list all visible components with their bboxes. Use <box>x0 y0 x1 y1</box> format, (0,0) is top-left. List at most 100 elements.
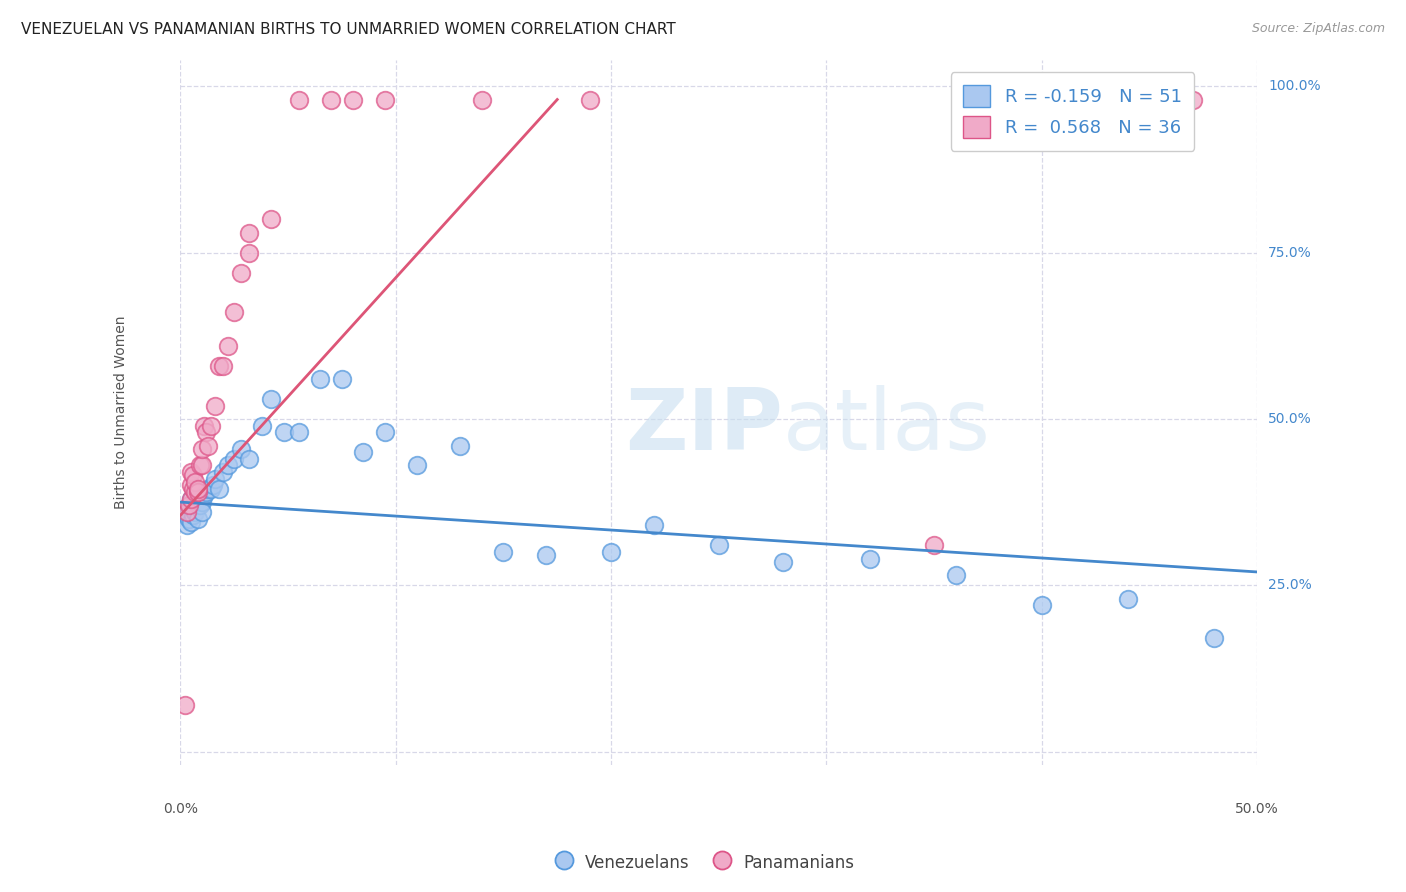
Point <box>772 555 794 569</box>
Point <box>288 93 311 107</box>
Point <box>184 505 207 519</box>
Text: 50.0%: 50.0% <box>1236 802 1279 815</box>
Point <box>184 495 207 509</box>
Point <box>191 442 214 456</box>
Point <box>217 458 239 473</box>
Point <box>330 372 353 386</box>
Point <box>176 505 198 519</box>
Point <box>195 425 218 440</box>
Point <box>449 438 471 452</box>
Point <box>177 499 200 513</box>
Text: ZIP: ZIP <box>626 384 783 468</box>
Point <box>600 545 623 559</box>
Point <box>238 451 260 466</box>
Point <box>180 478 202 492</box>
Point <box>858 551 880 566</box>
Point <box>374 425 396 440</box>
Point <box>191 495 214 509</box>
Point <box>229 442 252 456</box>
Point <box>191 505 214 519</box>
Point <box>180 491 202 506</box>
Text: 75.0%: 75.0% <box>1268 245 1312 260</box>
Point <box>200 418 222 433</box>
Point <box>238 226 260 240</box>
Point <box>187 499 209 513</box>
Text: 25.0%: 25.0% <box>1268 578 1312 592</box>
Text: Births to Unmarried Women: Births to Unmarried Women <box>114 316 128 509</box>
Point <box>1116 591 1139 606</box>
Point <box>184 475 207 490</box>
Point <box>173 698 195 712</box>
Point <box>177 512 200 526</box>
Point <box>643 518 665 533</box>
Point <box>180 515 202 529</box>
Point <box>238 245 260 260</box>
Point <box>1204 632 1226 646</box>
Point <box>260 212 283 227</box>
Point <box>260 392 283 406</box>
Point <box>250 418 273 433</box>
Point <box>187 485 209 500</box>
Point <box>536 549 558 563</box>
Text: 0.0%: 0.0% <box>163 802 198 815</box>
Point <box>1031 599 1053 613</box>
Point <box>492 545 515 559</box>
Point <box>352 445 374 459</box>
Point <box>217 339 239 353</box>
Point <box>181 501 204 516</box>
Point <box>176 505 198 519</box>
Text: atlas: atlas <box>783 384 991 468</box>
Point <box>188 499 211 513</box>
Point <box>181 508 204 523</box>
Point <box>200 482 222 496</box>
Point <box>197 438 219 452</box>
Point <box>173 508 195 523</box>
Point <box>180 465 202 479</box>
Point <box>208 359 231 373</box>
Point <box>374 93 396 107</box>
Point <box>212 359 235 373</box>
Point <box>197 482 219 496</box>
Point <box>188 491 211 506</box>
Point <box>204 399 226 413</box>
Point <box>187 482 209 496</box>
Point <box>288 425 311 440</box>
Point <box>201 478 224 492</box>
Point <box>406 458 429 473</box>
Point <box>191 458 214 473</box>
Point <box>208 482 231 496</box>
Point <box>319 93 342 107</box>
Point <box>181 468 204 483</box>
Text: Source: ZipAtlas.com: Source: ZipAtlas.com <box>1251 22 1385 36</box>
Point <box>177 501 200 516</box>
Point <box>342 93 364 107</box>
Point <box>181 482 204 496</box>
Point <box>229 266 252 280</box>
Legend: R = -0.159   N = 51, R =  0.568   N = 36: R = -0.159 N = 51, R = 0.568 N = 36 <box>950 72 1194 151</box>
Point <box>193 488 215 502</box>
Point <box>180 491 202 506</box>
Text: VENEZUELAN VS PANAMANIAN BIRTHS TO UNMARRIED WOMEN CORRELATION CHART: VENEZUELAN VS PANAMANIAN BIRTHS TO UNMAR… <box>21 22 676 37</box>
Point <box>204 472 226 486</box>
Point <box>212 465 235 479</box>
Point <box>180 499 202 513</box>
Point <box>945 568 967 582</box>
Point <box>578 93 600 107</box>
Point <box>184 485 207 500</box>
Text: 100.0%: 100.0% <box>1268 79 1320 94</box>
Point <box>188 458 211 473</box>
Point <box>193 418 215 433</box>
Point <box>195 485 218 500</box>
Point <box>273 425 295 440</box>
Legend: Venezuelans, Panamanians: Venezuelans, Panamanians <box>546 846 860 880</box>
Point <box>309 372 332 386</box>
Point <box>471 93 494 107</box>
Point <box>224 305 246 319</box>
Point <box>224 451 246 466</box>
Point <box>176 518 198 533</box>
Point <box>707 538 730 552</box>
Point <box>1181 93 1204 107</box>
Text: 50.0%: 50.0% <box>1268 412 1312 425</box>
Point <box>922 538 945 552</box>
Point <box>187 512 209 526</box>
